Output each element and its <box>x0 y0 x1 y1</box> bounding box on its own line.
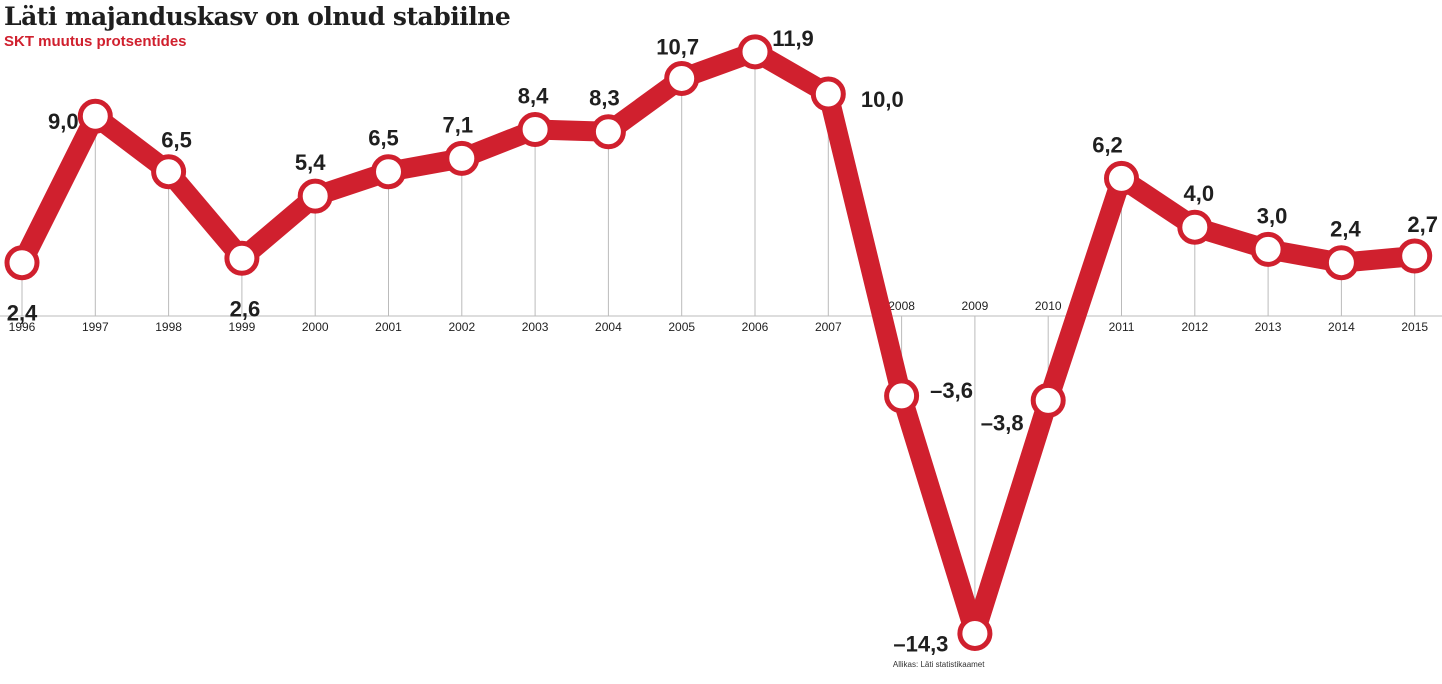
value-label: 7,1 <box>443 112 474 137</box>
year-label: 1999 <box>229 320 256 334</box>
data-points <box>4 34 1433 651</box>
year-label: 2010 <box>1035 299 1062 313</box>
year-label: 1996 <box>9 320 36 334</box>
value-label: 11,9 <box>772 26 814 51</box>
year-label: 2000 <box>302 320 329 334</box>
year-label: 1997 <box>82 320 109 334</box>
data-point <box>1104 160 1139 196</box>
year-label: 2014 <box>1328 320 1355 334</box>
value-label: 8,4 <box>518 84 549 109</box>
source-note: Allikas: Läti statistikaamet <box>893 660 985 669</box>
series-line <box>12 41 1425 644</box>
value-label: 9,0 <box>48 109 79 134</box>
year-label: 2002 <box>448 320 475 334</box>
year-label: 2009 <box>962 299 989 313</box>
data-point <box>1030 382 1066 418</box>
value-label: 2,7 <box>1407 212 1438 237</box>
year-label: 2005 <box>668 320 695 334</box>
data-point <box>957 615 993 651</box>
data-point <box>297 178 333 214</box>
data-point <box>517 112 553 148</box>
year-label: 2013 <box>1255 320 1282 334</box>
value-label: 6,5 <box>368 126 399 151</box>
year-label: 2008 <box>888 299 915 313</box>
data-point <box>4 245 40 281</box>
value-labels: 2,4 9,0 6,5 2,6 5,4 6,5 7,1 8,4 8,3 10,7 11,9 10,0 –… <box>7 26 1438 657</box>
year-label: 2012 <box>1181 320 1208 334</box>
data-point <box>444 140 480 176</box>
value-label: 6,5 <box>161 128 192 153</box>
value-label: 6,2 <box>1092 132 1123 157</box>
year-label: 2006 <box>742 320 769 334</box>
value-label: –3,6 <box>930 378 973 403</box>
year-label: 2004 <box>595 320 622 334</box>
year-label: 2011 <box>1109 320 1135 334</box>
value-label: 4,0 <box>1184 181 1215 206</box>
year-label: 2007 <box>815 320 842 334</box>
value-label: 8,3 <box>589 86 620 111</box>
value-label: 3,0 <box>1257 203 1288 228</box>
value-label: 2,6 <box>230 296 261 321</box>
data-point <box>737 34 773 70</box>
data-point <box>1323 245 1359 281</box>
chart-title: Läti majanduskasv on olnud stabiilne <box>4 2 511 31</box>
data-point <box>1250 231 1286 267</box>
data-point <box>1397 238 1433 274</box>
value-label: –3,8 <box>981 410 1024 435</box>
data-point <box>664 60 700 96</box>
year-label: 2003 <box>522 320 549 334</box>
year-label: 2001 <box>375 320 402 334</box>
value-label: 10,0 <box>861 87 904 112</box>
data-point <box>590 114 626 150</box>
drop-lines <box>21 51 1416 634</box>
value-label: 10,7 <box>656 34 699 59</box>
data-point <box>1177 209 1213 245</box>
data-point <box>151 154 187 190</box>
value-label: 2,4 <box>1330 217 1361 242</box>
year-label: 2015 <box>1401 320 1428 334</box>
value-label: 5,4 <box>295 150 326 175</box>
chart-subtitle: SKT muutus protsentides <box>4 33 187 50</box>
data-point <box>371 154 406 190</box>
data-point <box>77 98 113 134</box>
value-label: –14,3 <box>893 631 948 656</box>
value-label: 2,4 <box>7 301 38 326</box>
year-labels: 1996 1997 1998 1999 2000 2001 2002 2003 2004 2005… <box>9 299 1429 334</box>
data-point <box>224 240 260 276</box>
data-point <box>810 76 846 112</box>
year-label: 1998 <box>155 320 182 334</box>
data-point <box>884 378 920 414</box>
